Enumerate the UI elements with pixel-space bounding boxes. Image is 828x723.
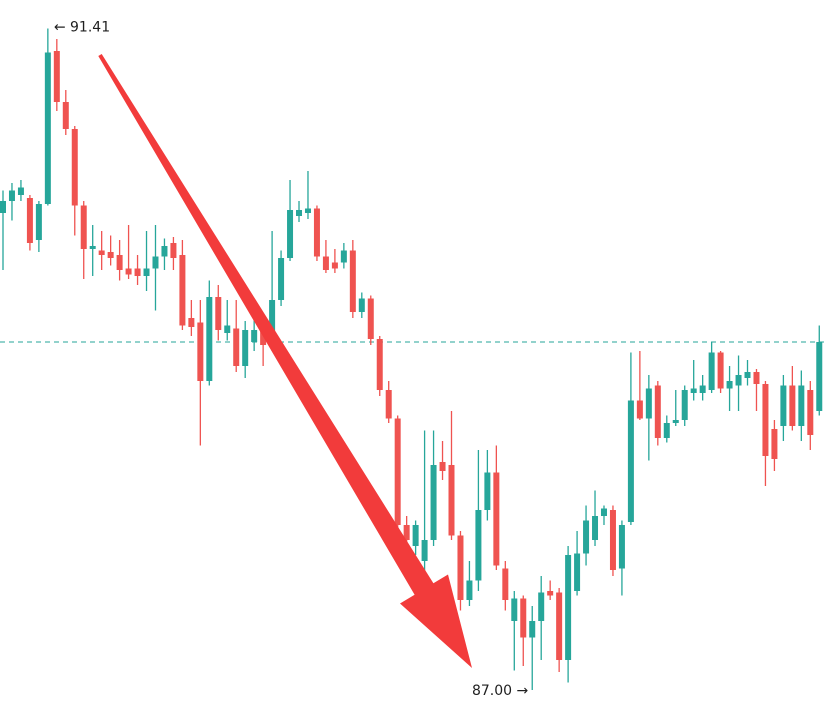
candle-body (574, 553, 581, 591)
candle-body (699, 385, 706, 393)
candle-body (762, 384, 769, 456)
candle-body (44, 52, 51, 204)
candle-body (394, 418, 401, 525)
candle-body (71, 129, 78, 206)
candle-body (645, 388, 652, 419)
candle-body (753, 372, 760, 384)
candle-body (744, 372, 751, 378)
candle-body (89, 246, 96, 249)
candle-body (179, 255, 186, 326)
candle-body (116, 255, 123, 270)
candle-body (448, 465, 455, 536)
candle-body (565, 555, 572, 660)
candle-body (269, 300, 276, 341)
candle-body (529, 621, 536, 638)
candle-body (583, 520, 590, 554)
candle-body (412, 525, 419, 546)
candle-body (134, 268, 141, 276)
candle-body (807, 390, 814, 435)
candle-body (188, 318, 195, 327)
candle-body (771, 429, 778, 459)
candle-body (358, 298, 365, 312)
candle-body (287, 210, 294, 258)
candle-body (421, 540, 428, 561)
candle-body (367, 298, 374, 339)
candle-body (296, 210, 303, 216)
candle-body (251, 330, 258, 342)
candle-body (53, 51, 60, 102)
candle-body (62, 102, 69, 129)
candle-body (520, 598, 527, 638)
candle-body (430, 465, 437, 540)
candles (0, 28, 828, 690)
candle-body (789, 385, 796, 426)
candle-body (224, 325, 231, 333)
candle-body (600, 508, 607, 516)
candle-body (242, 330, 249, 366)
candle-body (385, 390, 392, 419)
candle-body (609, 510, 616, 570)
candle-body (80, 205, 87, 249)
candle-body (484, 472, 491, 510)
candle-body (663, 423, 670, 438)
candle-body (8, 190, 15, 201)
candle-body (313, 208, 320, 257)
candle-body (17, 187, 24, 195)
candle-body (780, 385, 787, 426)
candle-body (816, 342, 823, 411)
candle-body (331, 262, 338, 269)
candle-body (107, 252, 114, 258)
candle-body (618, 525, 625, 569)
high-label: ← 91.41 (54, 20, 110, 36)
candle-body (493, 472, 500, 566)
candle-body (403, 525, 410, 540)
candle-body (304, 208, 311, 213)
candle-body (0, 201, 6, 213)
candle-body (466, 580, 473, 600)
candle-body (278, 258, 285, 300)
candle-body (349, 250, 356, 312)
candle-body (260, 330, 267, 345)
candle-body (197, 322, 204, 381)
candle-body (735, 375, 742, 386)
trend-arrow (98, 54, 473, 668)
candle-body (654, 385, 661, 438)
candle-body (125, 268, 132, 275)
candle-body (592, 516, 599, 540)
candle-body (708, 352, 715, 390)
candle-body (672, 420, 679, 423)
candle-body (547, 591, 554, 596)
candle-body (538, 592, 545, 621)
candle-body (340, 250, 347, 263)
candle-body (457, 535, 464, 600)
candle-body (439, 462, 446, 471)
candle-body (143, 268, 150, 276)
candle-body (636, 400, 643, 419)
candle-body (161, 246, 168, 257)
candle-body (26, 198, 33, 243)
candle-body (475, 510, 482, 581)
candle-body (502, 568, 509, 600)
candle-body (726, 381, 733, 389)
candle-body (152, 256, 159, 269)
candle-body (798, 385, 805, 426)
candle-body (556, 592, 563, 660)
candle-body (376, 339, 383, 390)
candle-body (98, 250, 105, 255)
candle-body (690, 388, 697, 393)
candle-body (511, 598, 518, 621)
low-label: 87.00 → (472, 683, 529, 699)
candle-body (322, 256, 329, 270)
candle-body (170, 243, 177, 258)
candle-body (215, 297, 222, 330)
candle-body (717, 352, 724, 389)
candle-body (681, 390, 688, 420)
candle-body (627, 400, 634, 522)
candle-body (35, 204, 42, 240)
candle-body (233, 328, 240, 366)
candle-body (206, 297, 213, 381)
